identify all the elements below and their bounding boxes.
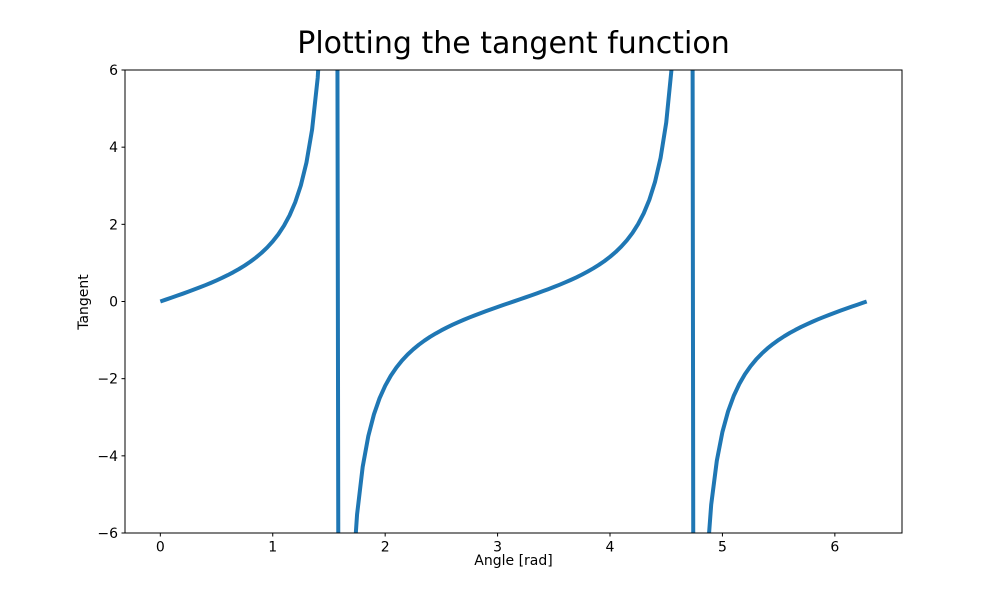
- x-tick-label: 5: [718, 540, 727, 556]
- x-tick-label: 6: [830, 540, 839, 556]
- y-tick-label: 2: [109, 217, 118, 233]
- x-axis-label: Angle [rad]: [474, 553, 553, 569]
- y-tick-label: 6: [109, 63, 118, 79]
- chart-title: Plotting the tangent function: [297, 26, 730, 61]
- tangent-curve: [159, 70, 868, 533]
- x-tick-label: 1: [268, 540, 277, 556]
- x-tick-label: 2: [381, 540, 390, 556]
- y-tick-label: −4: [97, 449, 118, 465]
- x-tick-label: 4: [606, 540, 615, 556]
- y-tick-label: −2: [97, 372, 118, 388]
- axes-spines: [124, 69, 903, 534]
- y-tick-label: 4: [109, 140, 118, 156]
- y-tick-label: 0: [109, 295, 118, 311]
- x-tick-label: 0: [156, 540, 165, 556]
- y-tick-label: −6: [97, 526, 118, 542]
- x-tick-label: 3: [493, 540, 502, 556]
